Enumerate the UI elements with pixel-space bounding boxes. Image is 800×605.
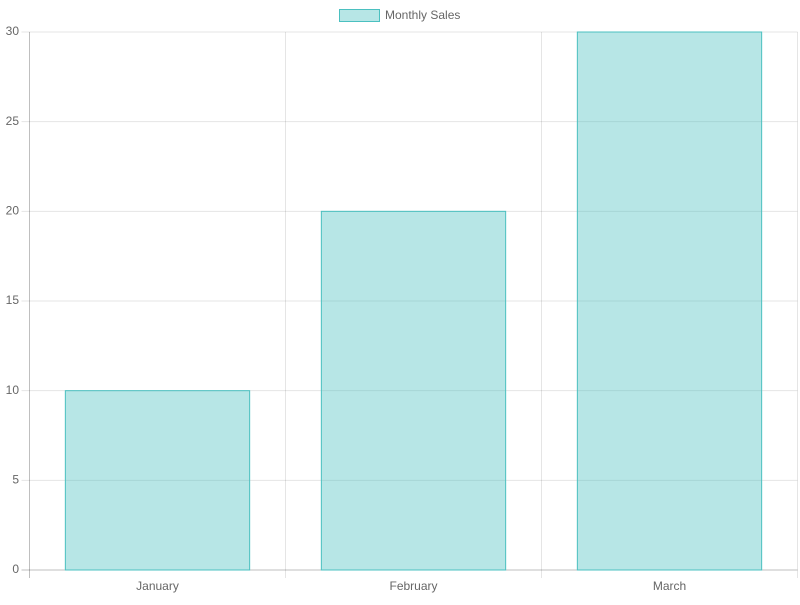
bar [320,210,507,571]
y-tick-label: 30 [6,24,20,38]
legend-label: Monthly Sales [385,8,460,22]
y-tick-label: 25 [6,114,20,128]
bar [64,390,251,571]
y-tick-label: 15 [6,293,20,307]
y-tick-label: 5 [12,473,19,487]
y-tick-label: 20 [6,204,20,218]
x-tick-label: February [389,579,437,593]
legend-swatch [339,9,380,22]
bar [576,31,763,571]
x-tick-label: March [653,579,686,593]
x-tick-label: January [136,579,179,593]
y-tick-label: 0 [12,562,19,576]
y-tick-label: 10 [6,383,20,397]
